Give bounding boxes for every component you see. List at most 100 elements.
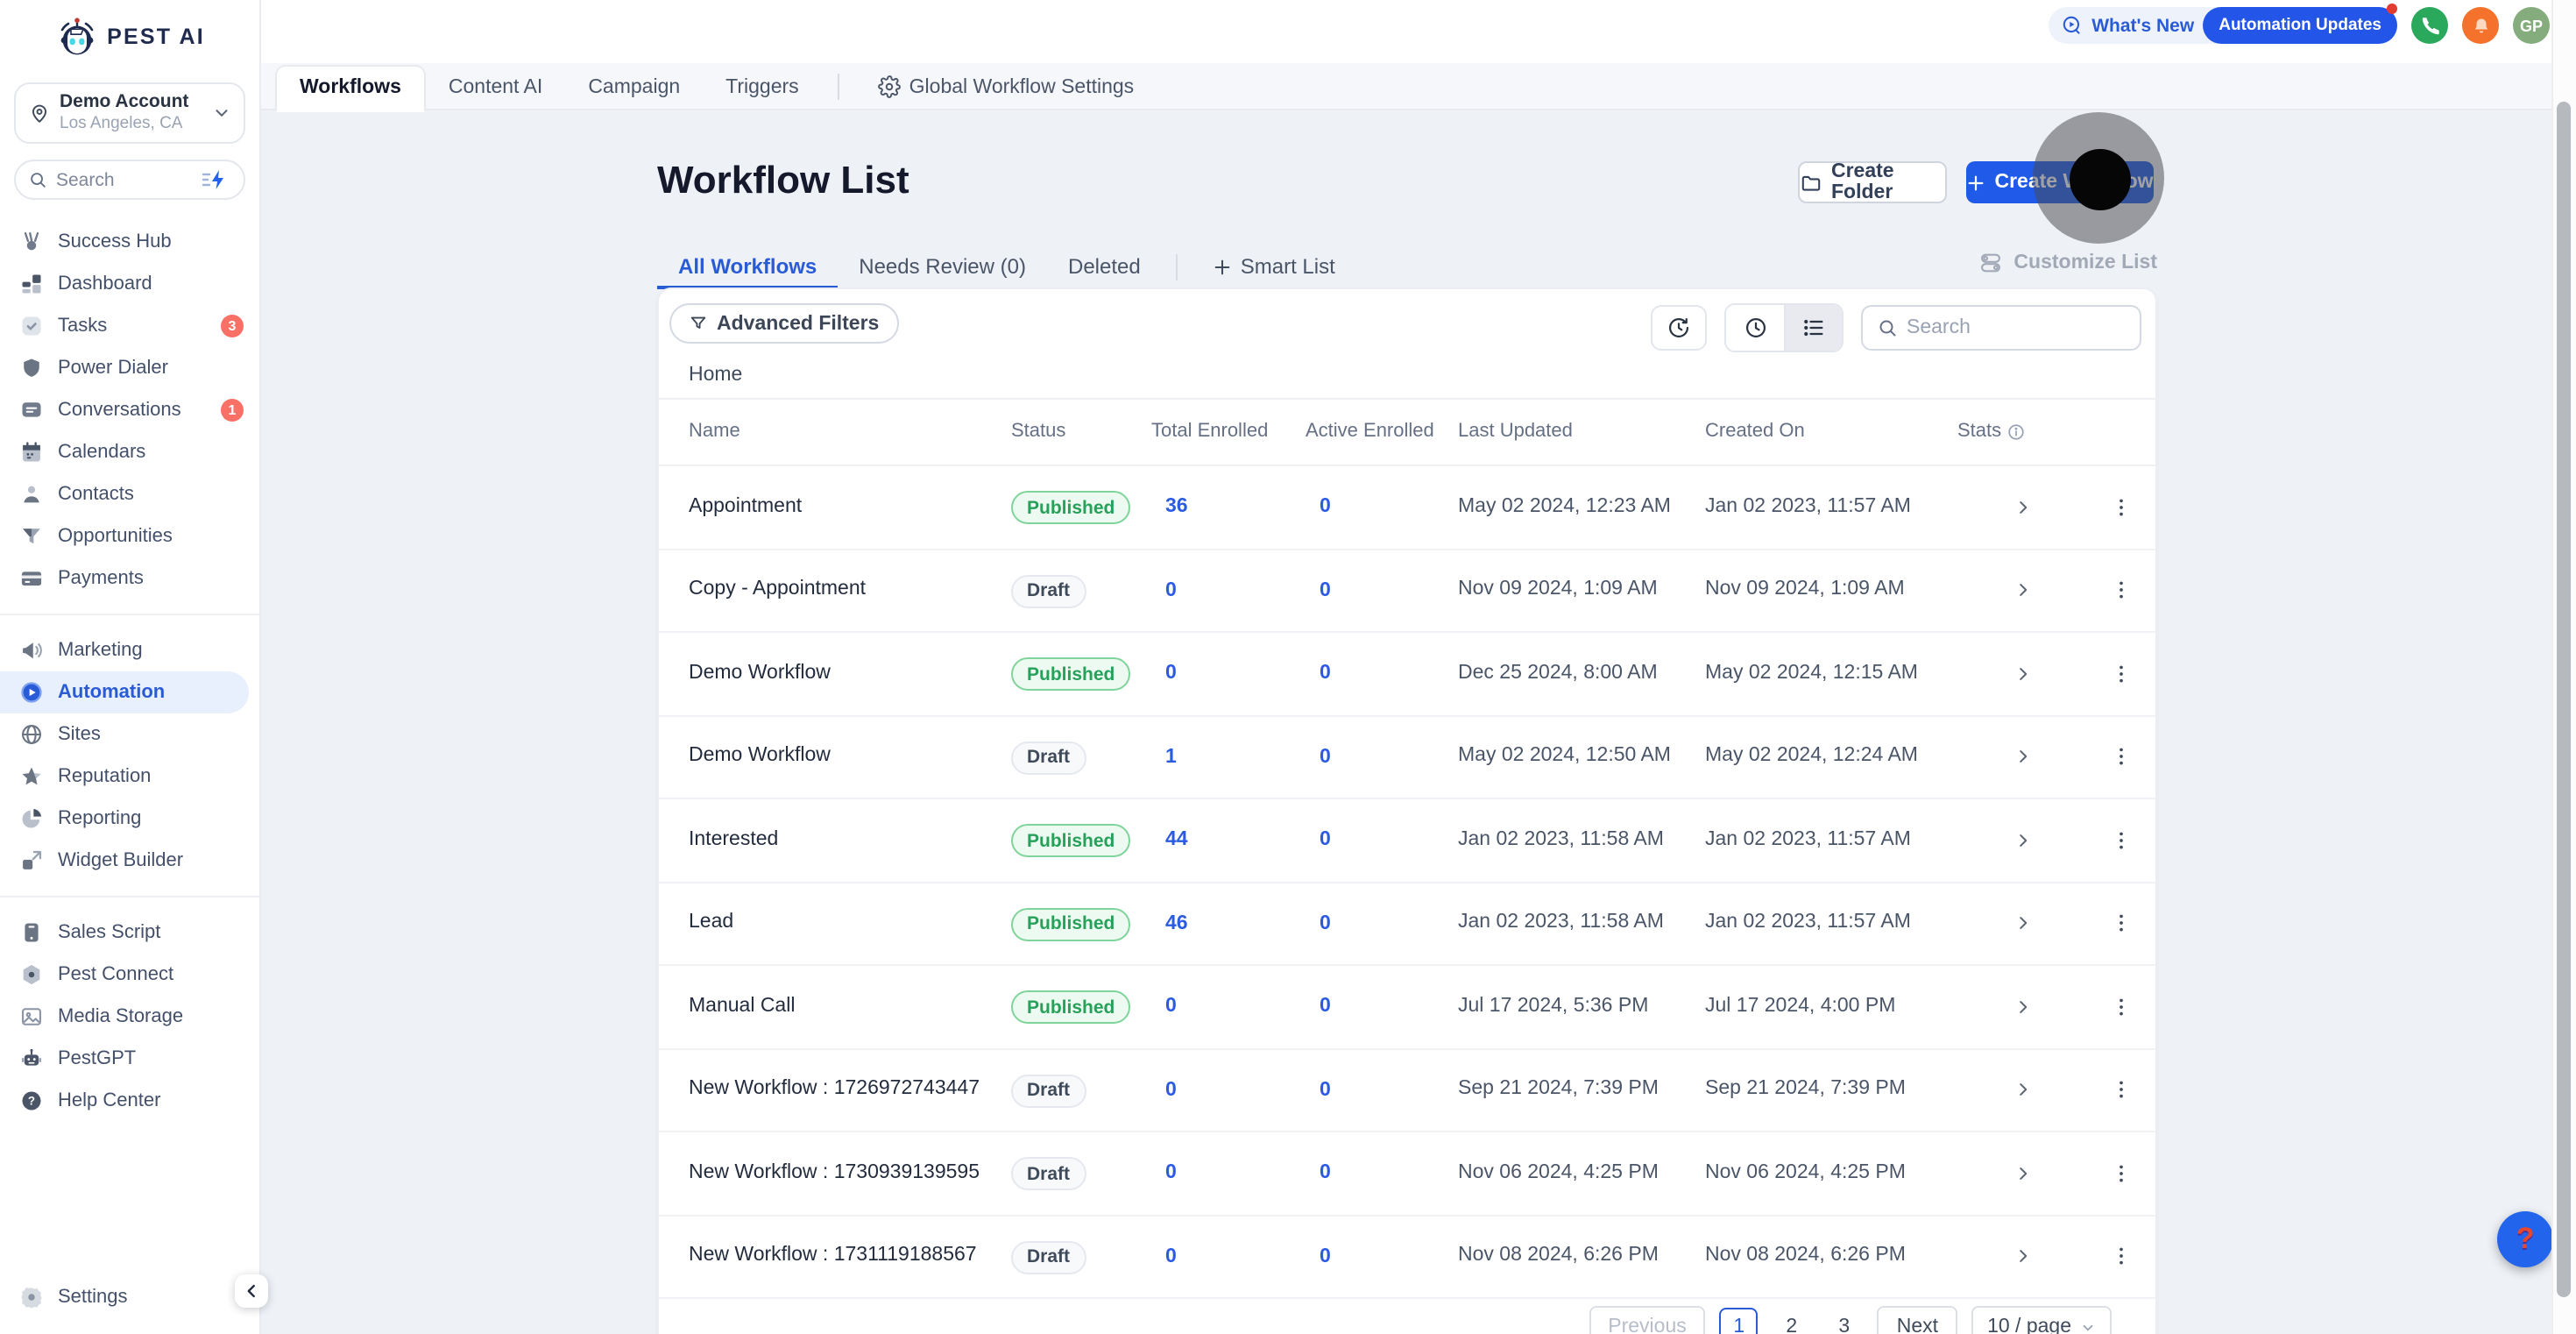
sidebar-item-marketing[interactable]: Marketing bbox=[0, 629, 259, 671]
sidebar-item-success-hub[interactable]: Success Hub bbox=[0, 221, 259, 263]
table-row[interactable]: New Workflow : 1726972743447 Draft 0 0 S… bbox=[659, 1049, 2155, 1132]
tab-content-ai[interactable]: Content AI bbox=[448, 76, 543, 97]
table-row[interactable]: Appointment Published 36 0 May 02 2024, … bbox=[659, 466, 2155, 550]
sidebar-item-reputation[interactable]: Reputation bbox=[0, 756, 259, 798]
open-workflow-chevron-icon[interactable] bbox=[2005, 1073, 2040, 1108]
kebab-menu-icon[interactable] bbox=[2104, 656, 2139, 692]
active-enrolled-value[interactable]: 0 bbox=[1320, 1079, 1331, 1101]
total-enrolled-value[interactable]: 1 bbox=[1165, 746, 1177, 768]
column-header-active-enrolled[interactable]: Active Enrolled bbox=[1306, 420, 1434, 442]
tab-triggers[interactable]: Triggers bbox=[725, 76, 799, 97]
active-enrolled-value[interactable]: 0 bbox=[1320, 996, 1331, 1018]
previous-page-button[interactable]: Previous bbox=[1589, 1306, 1706, 1334]
open-workflow-chevron-icon[interactable] bbox=[2005, 740, 2040, 775]
sidebar-item-help-center[interactable]: ? Help Center bbox=[0, 1080, 259, 1122]
table-row[interactable]: New Workflow : 1730939139595 Draft 0 0 N… bbox=[659, 1132, 2155, 1216]
smart-list-button[interactable]: Smart List bbox=[1192, 245, 1356, 287]
kebab-menu-icon[interactable] bbox=[2104, 573, 2139, 608]
open-workflow-chevron-icon[interactable] bbox=[2005, 990, 2040, 1025]
column-header-stats[interactable]: Stats bbox=[1957, 418, 2087, 446]
total-enrolled-value[interactable]: 0 bbox=[1165, 663, 1177, 685]
create-folder-button[interactable]: Create Folder bbox=[1798, 161, 1947, 203]
active-enrolled-value[interactable]: 0 bbox=[1320, 829, 1331, 851]
sidebar-item-reporting[interactable]: Reporting bbox=[0, 798, 259, 840]
phone-button[interactable] bbox=[2411, 7, 2448, 44]
open-workflow-chevron-icon[interactable] bbox=[2005, 1239, 2040, 1274]
kebab-menu-icon[interactable] bbox=[2104, 1239, 2139, 1274]
table-row[interactable]: Interested Published 44 0 Jan 02 2023, 1… bbox=[659, 799, 2155, 883]
active-enrolled-value[interactable]: 0 bbox=[1320, 912, 1331, 934]
kebab-menu-icon[interactable] bbox=[2104, 1156, 2139, 1191]
active-enrolled-value[interactable]: 0 bbox=[1320, 1245, 1331, 1267]
tab-campaign[interactable]: Campaign bbox=[588, 76, 681, 97]
kebab-menu-icon[interactable] bbox=[2104, 740, 2139, 775]
table-row[interactable]: Demo Workflow Draft 1 0 May 02 2024, 12:… bbox=[659, 716, 2155, 799]
kebab-menu-icon[interactable] bbox=[2104, 1073, 2139, 1108]
scrollbar-thumb[interactable] bbox=[2557, 102, 2571, 1297]
global-workflow-settings-link[interactable]: Global Workflow Settings bbox=[855, 64, 1157, 110]
sidebar-item-opportunities[interactable]: Opportunities bbox=[0, 515, 259, 557]
table-row[interactable]: New Workflow : 1731119188567 Draft 0 0 N… bbox=[659, 1216, 2155, 1299]
advanced-filters-button[interactable]: Advanced Filters bbox=[669, 303, 899, 344]
list-view-button[interactable] bbox=[1784, 305, 1842, 351]
table-row[interactable]: Demo Workflow Published 0 0 Dec 25 2024,… bbox=[659, 633, 2155, 716]
total-enrolled-value[interactable]: 0 bbox=[1165, 1079, 1177, 1101]
sidebar-item-contacts[interactable]: Contacts bbox=[0, 473, 259, 515]
table-row[interactable]: Lead Published 46 0 Jan 02 2023, 11:58 A… bbox=[659, 883, 2155, 966]
open-workflow-chevron-icon[interactable] bbox=[2005, 656, 2040, 692]
sidebar-item-media-storage[interactable]: Media Storage bbox=[0, 996, 259, 1038]
history-button[interactable] bbox=[1651, 305, 1707, 351]
sidebar-item-conversations[interactable]: Conversations 1 bbox=[0, 389, 259, 431]
open-workflow-chevron-icon[interactable] bbox=[2005, 906, 2040, 941]
kebab-menu-icon[interactable] bbox=[2104, 823, 2139, 858]
kebab-menu-icon[interactable] bbox=[2104, 990, 2139, 1025]
sidebar-item-tasks[interactable]: Tasks 3 bbox=[0, 305, 259, 347]
tab-needs-review[interactable]: Needs Review (0) bbox=[859, 254, 1026, 279]
whats-new-button[interactable]: What's New Automation Updates bbox=[2048, 4, 2397, 44]
total-enrolled-value[interactable]: 0 bbox=[1165, 1162, 1177, 1184]
table-row[interactable]: Copy - Appointment Draft 0 0 Nov 09 2024… bbox=[659, 550, 2155, 633]
active-enrolled-value[interactable]: 0 bbox=[1320, 746, 1331, 768]
automation-updates-badge[interactable]: Automation Updates bbox=[2203, 4, 2397, 44]
sidebar-item-power-dialer[interactable]: Power Dialer bbox=[0, 347, 259, 389]
notifications-button[interactable] bbox=[2462, 7, 2499, 44]
customize-list-button[interactable]: Customize List bbox=[1978, 251, 2157, 275]
sidebar-item-settings[interactable]: Settings bbox=[0, 1276, 259, 1318]
active-enrolled-value[interactable]: 0 bbox=[1320, 663, 1331, 685]
user-avatar[interactable]: GP bbox=[2513, 7, 2550, 44]
sidebar-item-widget-builder[interactable]: Widget Builder bbox=[0, 840, 259, 882]
table-search[interactable] bbox=[1861, 305, 2141, 351]
breadcrumb[interactable]: Home bbox=[689, 365, 743, 386]
open-workflow-chevron-icon[interactable] bbox=[2005, 490, 2040, 525]
sidebar-item-dashboard[interactable]: Dashboard bbox=[0, 263, 259, 305]
active-enrolled-value[interactable]: 0 bbox=[1320, 496, 1331, 518]
total-enrolled-value[interactable]: 0 bbox=[1165, 579, 1177, 601]
sidebar-item-calendars[interactable]: Calendars bbox=[0, 431, 259, 473]
sidebar-item-sales-script[interactable]: Sales Script bbox=[0, 912, 259, 954]
sidebar-item-payments[interactable]: Payments bbox=[0, 557, 259, 600]
sidebar-item-sites[interactable]: Sites bbox=[0, 713, 259, 756]
table-row[interactable]: Manual Call Published 0 0 Jul 17 2024, 5… bbox=[659, 966, 2155, 1049]
page-size-select[interactable]: 10 / page bbox=[1971, 1306, 2112, 1334]
open-workflow-chevron-icon[interactable] bbox=[2005, 1156, 2040, 1191]
total-enrolled-value[interactable]: 46 bbox=[1165, 912, 1188, 934]
active-enrolled-value[interactable]: 0 bbox=[1320, 1162, 1331, 1184]
total-enrolled-value[interactable]: 0 bbox=[1165, 1245, 1177, 1267]
sidebar-item-automation[interactable]: Automation bbox=[0, 671, 249, 713]
kebab-menu-icon[interactable] bbox=[2104, 906, 2139, 941]
page-number-1[interactable]: 1 bbox=[1719, 1308, 1759, 1334]
column-header-created-on[interactable]: Created On bbox=[1705, 420, 1805, 442]
open-workflow-chevron-icon[interactable] bbox=[2005, 573, 2040, 608]
column-header-total-enrolled[interactable]: Total Enrolled bbox=[1151, 420, 1269, 442]
page-number-3[interactable]: 3 bbox=[1838, 1316, 1851, 1334]
page-number-2[interactable]: 2 bbox=[1786, 1316, 1798, 1334]
table-search-input[interactable] bbox=[1907, 317, 2126, 338]
tab-workflows[interactable]: Workflows bbox=[275, 64, 426, 111]
column-header-status[interactable]: Status bbox=[1011, 420, 1066, 442]
account-switcher[interactable]: Demo Account Los Angeles, CA bbox=[14, 82, 245, 144]
help-button[interactable]: ? bbox=[2497, 1211, 2553, 1267]
column-header-last-updated[interactable]: Last Updated bbox=[1458, 420, 1573, 442]
kebab-menu-icon[interactable] bbox=[2104, 490, 2139, 525]
column-header-name[interactable]: Name bbox=[689, 420, 740, 442]
active-enrolled-value[interactable]: 0 bbox=[1320, 579, 1331, 601]
